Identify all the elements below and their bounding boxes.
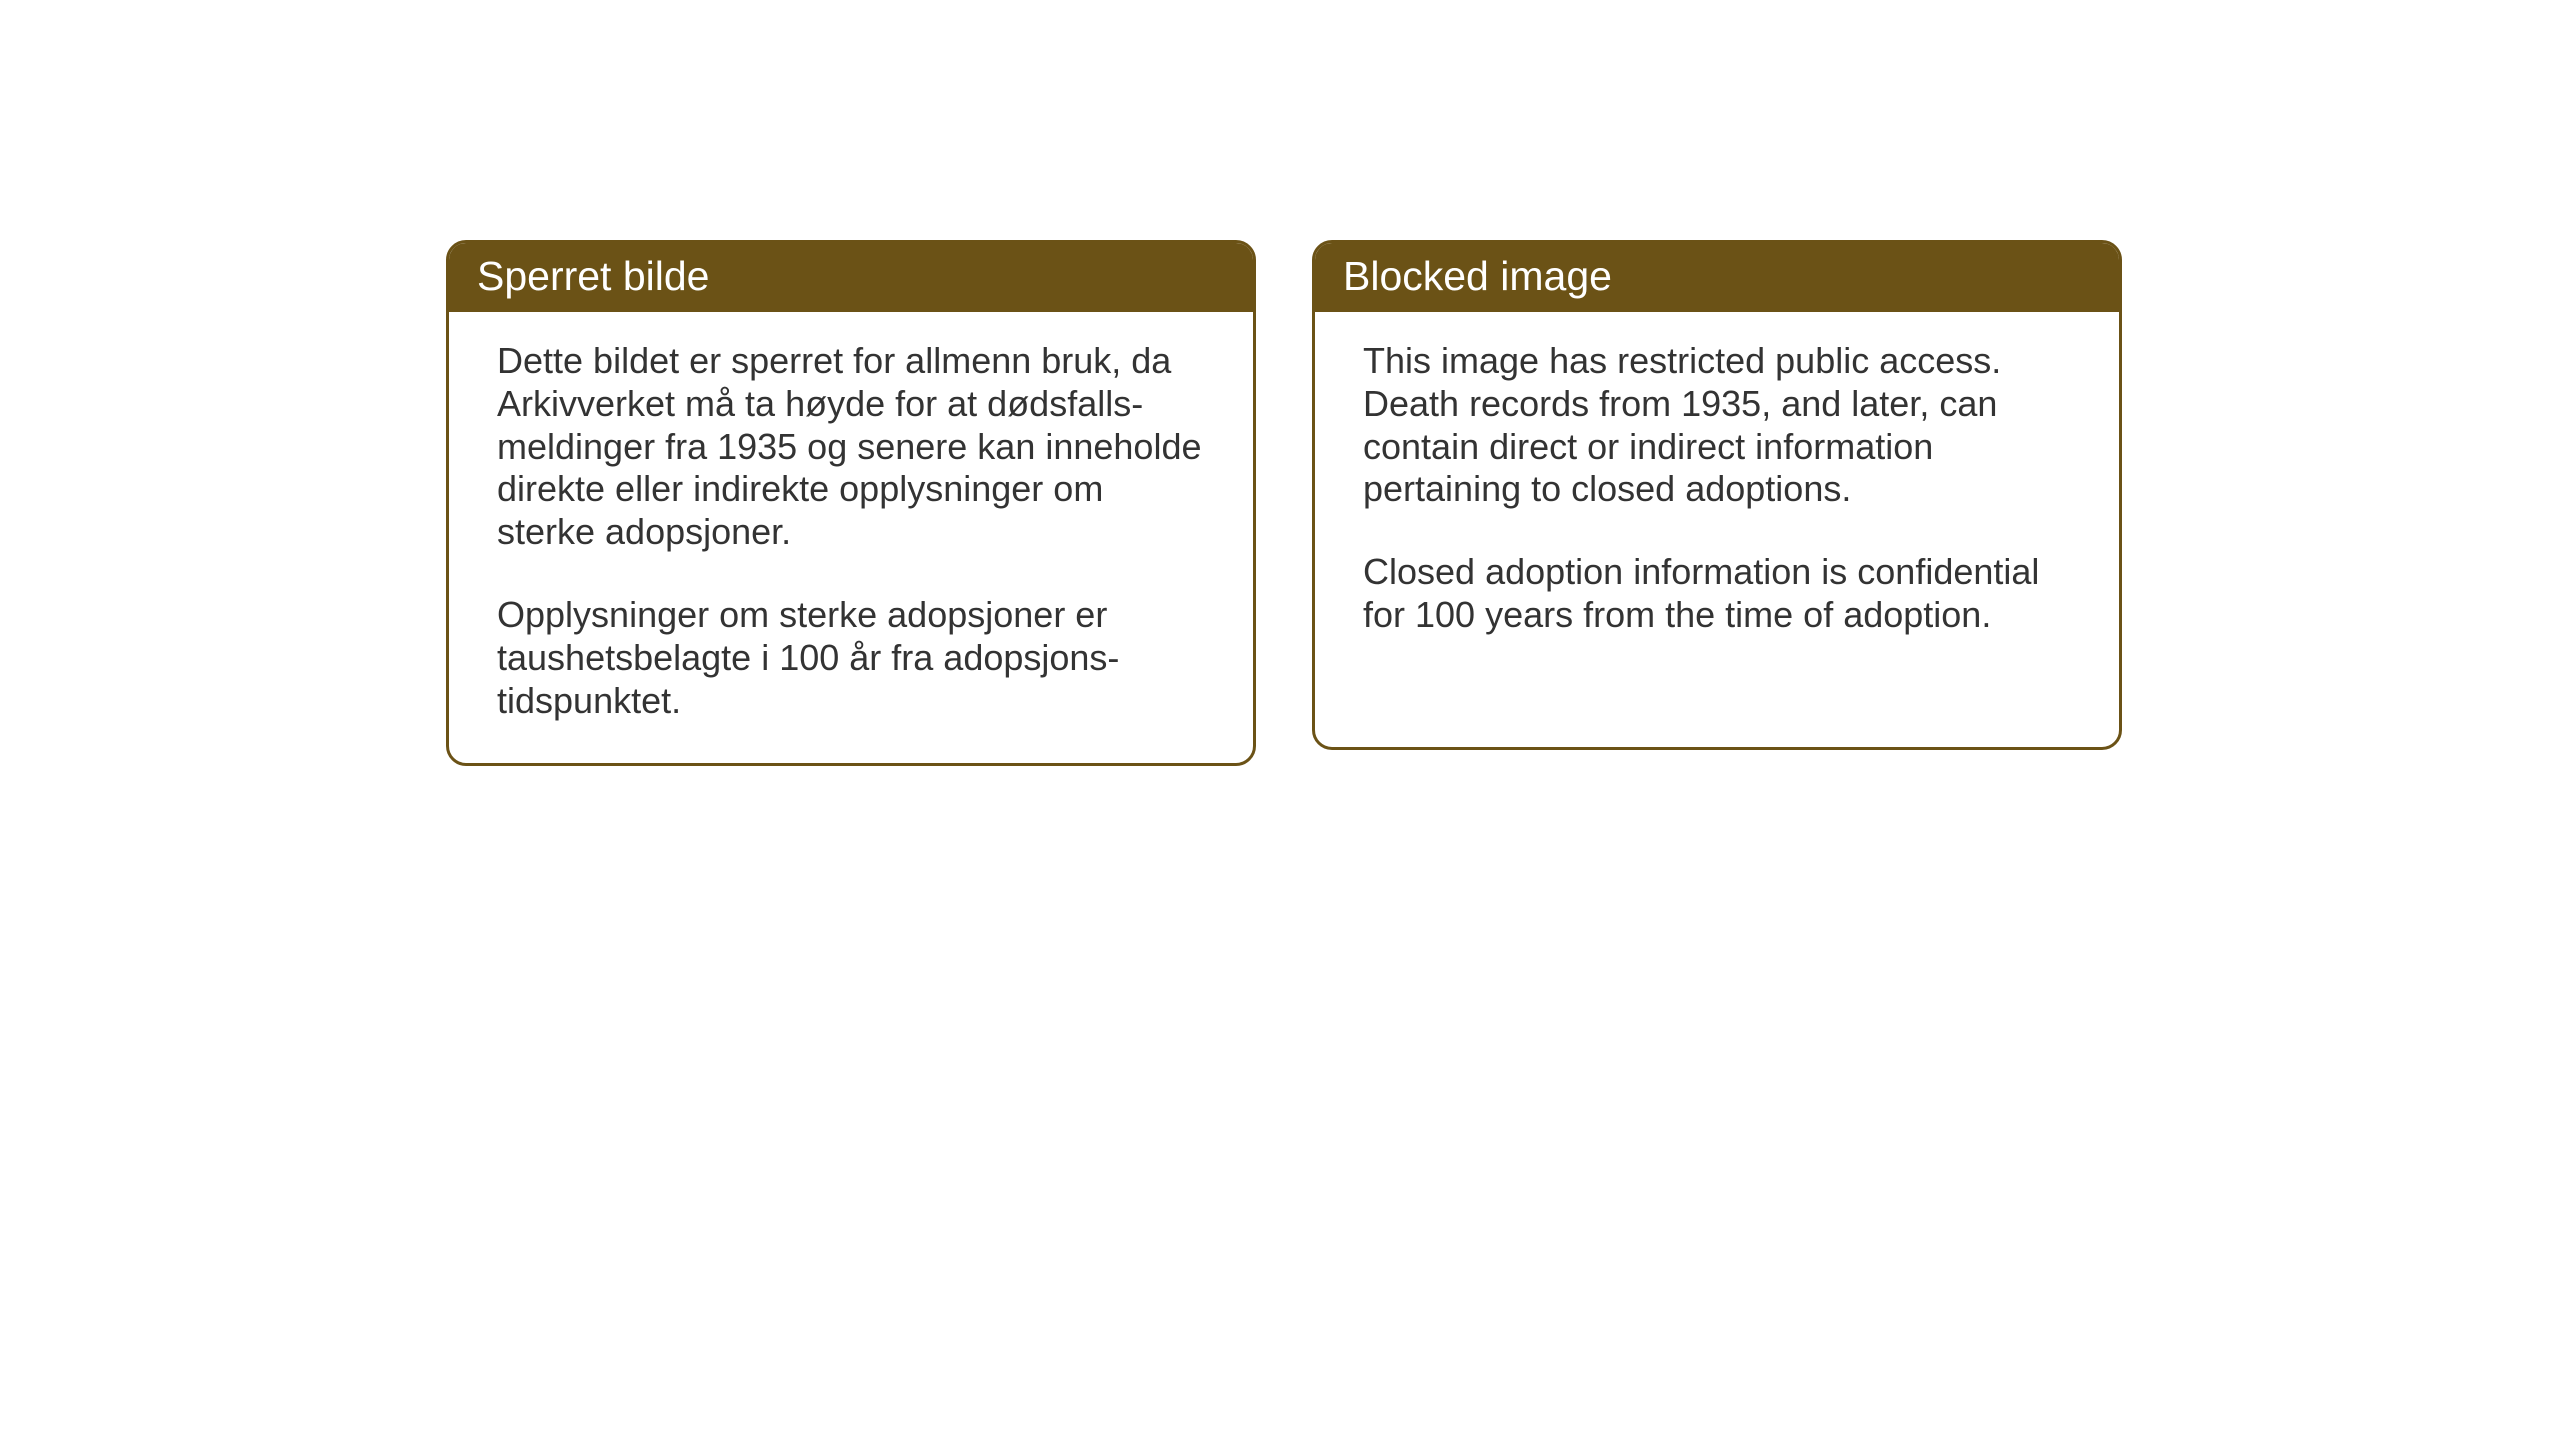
card-paragraph-2-norwegian: Opplysninger om sterke adopsjoner er tau… — [497, 594, 1209, 722]
card-paragraph-1-norwegian: Dette bildet er sperret for allmenn bruk… — [497, 340, 1209, 554]
card-title-english: Blocked image — [1343, 253, 1612, 299]
card-body-english: This image has restricted public access.… — [1315, 312, 2119, 697]
notice-card-norwegian: Sperret bilde Dette bildet er sperret fo… — [446, 240, 1256, 766]
notice-cards-container: Sperret bilde Dette bildet er sperret fo… — [446, 240, 2122, 766]
card-body-norwegian: Dette bildet er sperret for allmenn bruk… — [449, 312, 1253, 763]
card-header-english: Blocked image — [1315, 243, 2119, 312]
notice-card-english: Blocked image This image has restricted … — [1312, 240, 2122, 750]
card-title-norwegian: Sperret bilde — [477, 253, 709, 299]
card-header-norwegian: Sperret bilde — [449, 243, 1253, 312]
card-paragraph-2-english: Closed adoption information is confident… — [1363, 551, 2075, 637]
card-paragraph-1-english: This image has restricted public access.… — [1363, 340, 2075, 511]
